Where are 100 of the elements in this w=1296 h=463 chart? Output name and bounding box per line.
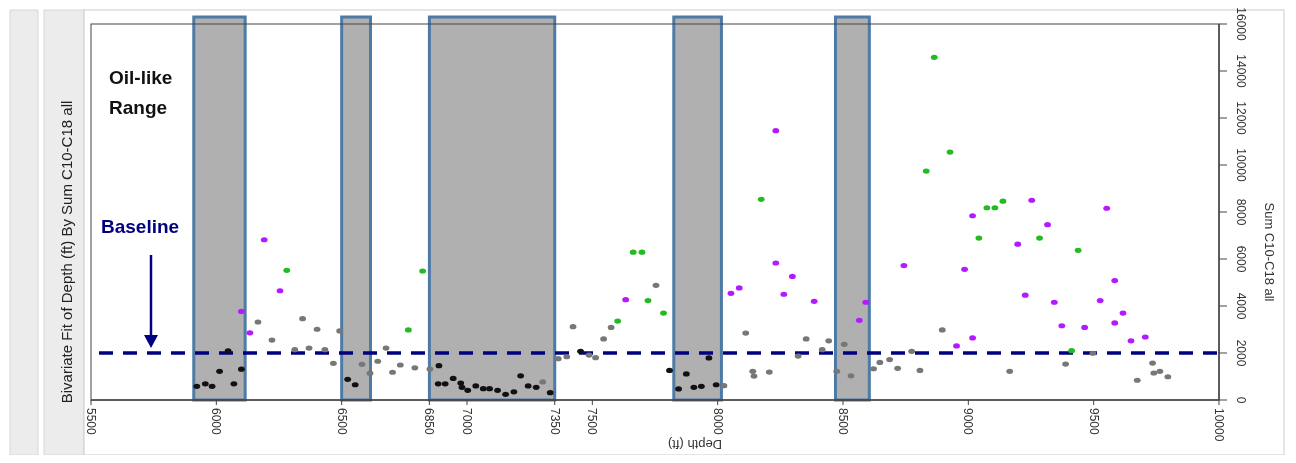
point [358,361,366,367]
point [1156,368,1164,374]
point [419,268,427,274]
point [818,347,826,353]
point [886,356,894,363]
point [720,383,728,389]
x-tick-label: 6850 [422,408,437,436]
point [472,383,480,389]
point [224,348,232,354]
point [961,266,968,272]
point [230,381,238,387]
point [833,368,841,374]
point [788,273,796,279]
y-tick-label: 14000 [1234,54,1248,89]
y-tick-label: 4000 [1234,292,1248,320]
point [517,373,525,379]
x-tick-label: 5500 [84,408,98,436]
x-tick-label: 10000 [1212,408,1226,442]
point [585,352,593,358]
point [916,367,924,373]
point [577,348,584,354]
point [983,205,991,211]
point [969,335,976,341]
point [563,354,571,360]
point [321,347,329,353]
point [742,330,750,336]
point [532,384,540,390]
x-tick-label: 6500 [334,408,349,436]
point [554,356,562,362]
point [382,345,390,351]
point [614,318,622,324]
point [1127,338,1135,344]
point [313,326,321,332]
point [660,310,667,316]
point [712,382,720,388]
point [268,337,276,343]
point [1089,350,1097,356]
x-tick-label: 8000 [710,408,725,436]
point [675,386,682,392]
x-tick-label: 7500 [585,408,600,436]
point [1103,205,1111,211]
point [847,373,855,379]
point [569,324,577,330]
point [1164,374,1172,380]
point [1111,320,1119,326]
point [938,327,946,333]
point [697,383,705,389]
point [1149,360,1156,366]
annotation: Oil-like Range [109,67,173,118]
point [216,368,223,374]
point [946,149,954,155]
point [802,336,810,342]
point [592,355,599,361]
y-tick-label: 10000 [1234,148,1248,183]
point [922,168,930,174]
y-tick-label: 16000 [1234,7,1248,42]
y-tick-label: 2000 [1234,339,1248,367]
point [330,360,337,366]
point [975,235,983,241]
point [652,282,660,288]
point [201,381,209,387]
point [600,336,608,342]
point [435,363,443,369]
point [260,237,268,243]
point [283,267,291,273]
point [351,382,359,388]
point [389,369,396,375]
point [479,386,487,392]
x-tick-label: 9500 [1086,408,1101,436]
point [1068,348,1076,354]
point [449,375,457,381]
point [953,343,960,349]
x-tick-label: 8500 [836,408,850,436]
point [666,367,673,373]
point [441,381,449,387]
x-tick-label: 7350 [547,408,562,436]
point [644,298,652,304]
point [757,196,765,202]
x-tick-label: 9000 [961,408,976,436]
point [607,324,615,330]
point [930,54,938,60]
point [1050,299,1058,305]
point [374,358,382,364]
point [855,317,863,323]
point [246,330,254,336]
point [705,355,713,361]
point [1044,222,1051,228]
point [1119,310,1127,316]
point [1028,197,1036,203]
point [1150,370,1158,376]
point [411,365,419,371]
y-tick-label: 12000 [1234,101,1248,136]
point [991,205,999,211]
point [502,391,509,397]
point [1021,292,1029,298]
point [1014,241,1022,247]
point [810,298,818,304]
point [494,387,501,393]
text: Bivariate Fit of Depth (ft) By Sum C10-C18 all [58,100,75,404]
point [735,285,743,291]
